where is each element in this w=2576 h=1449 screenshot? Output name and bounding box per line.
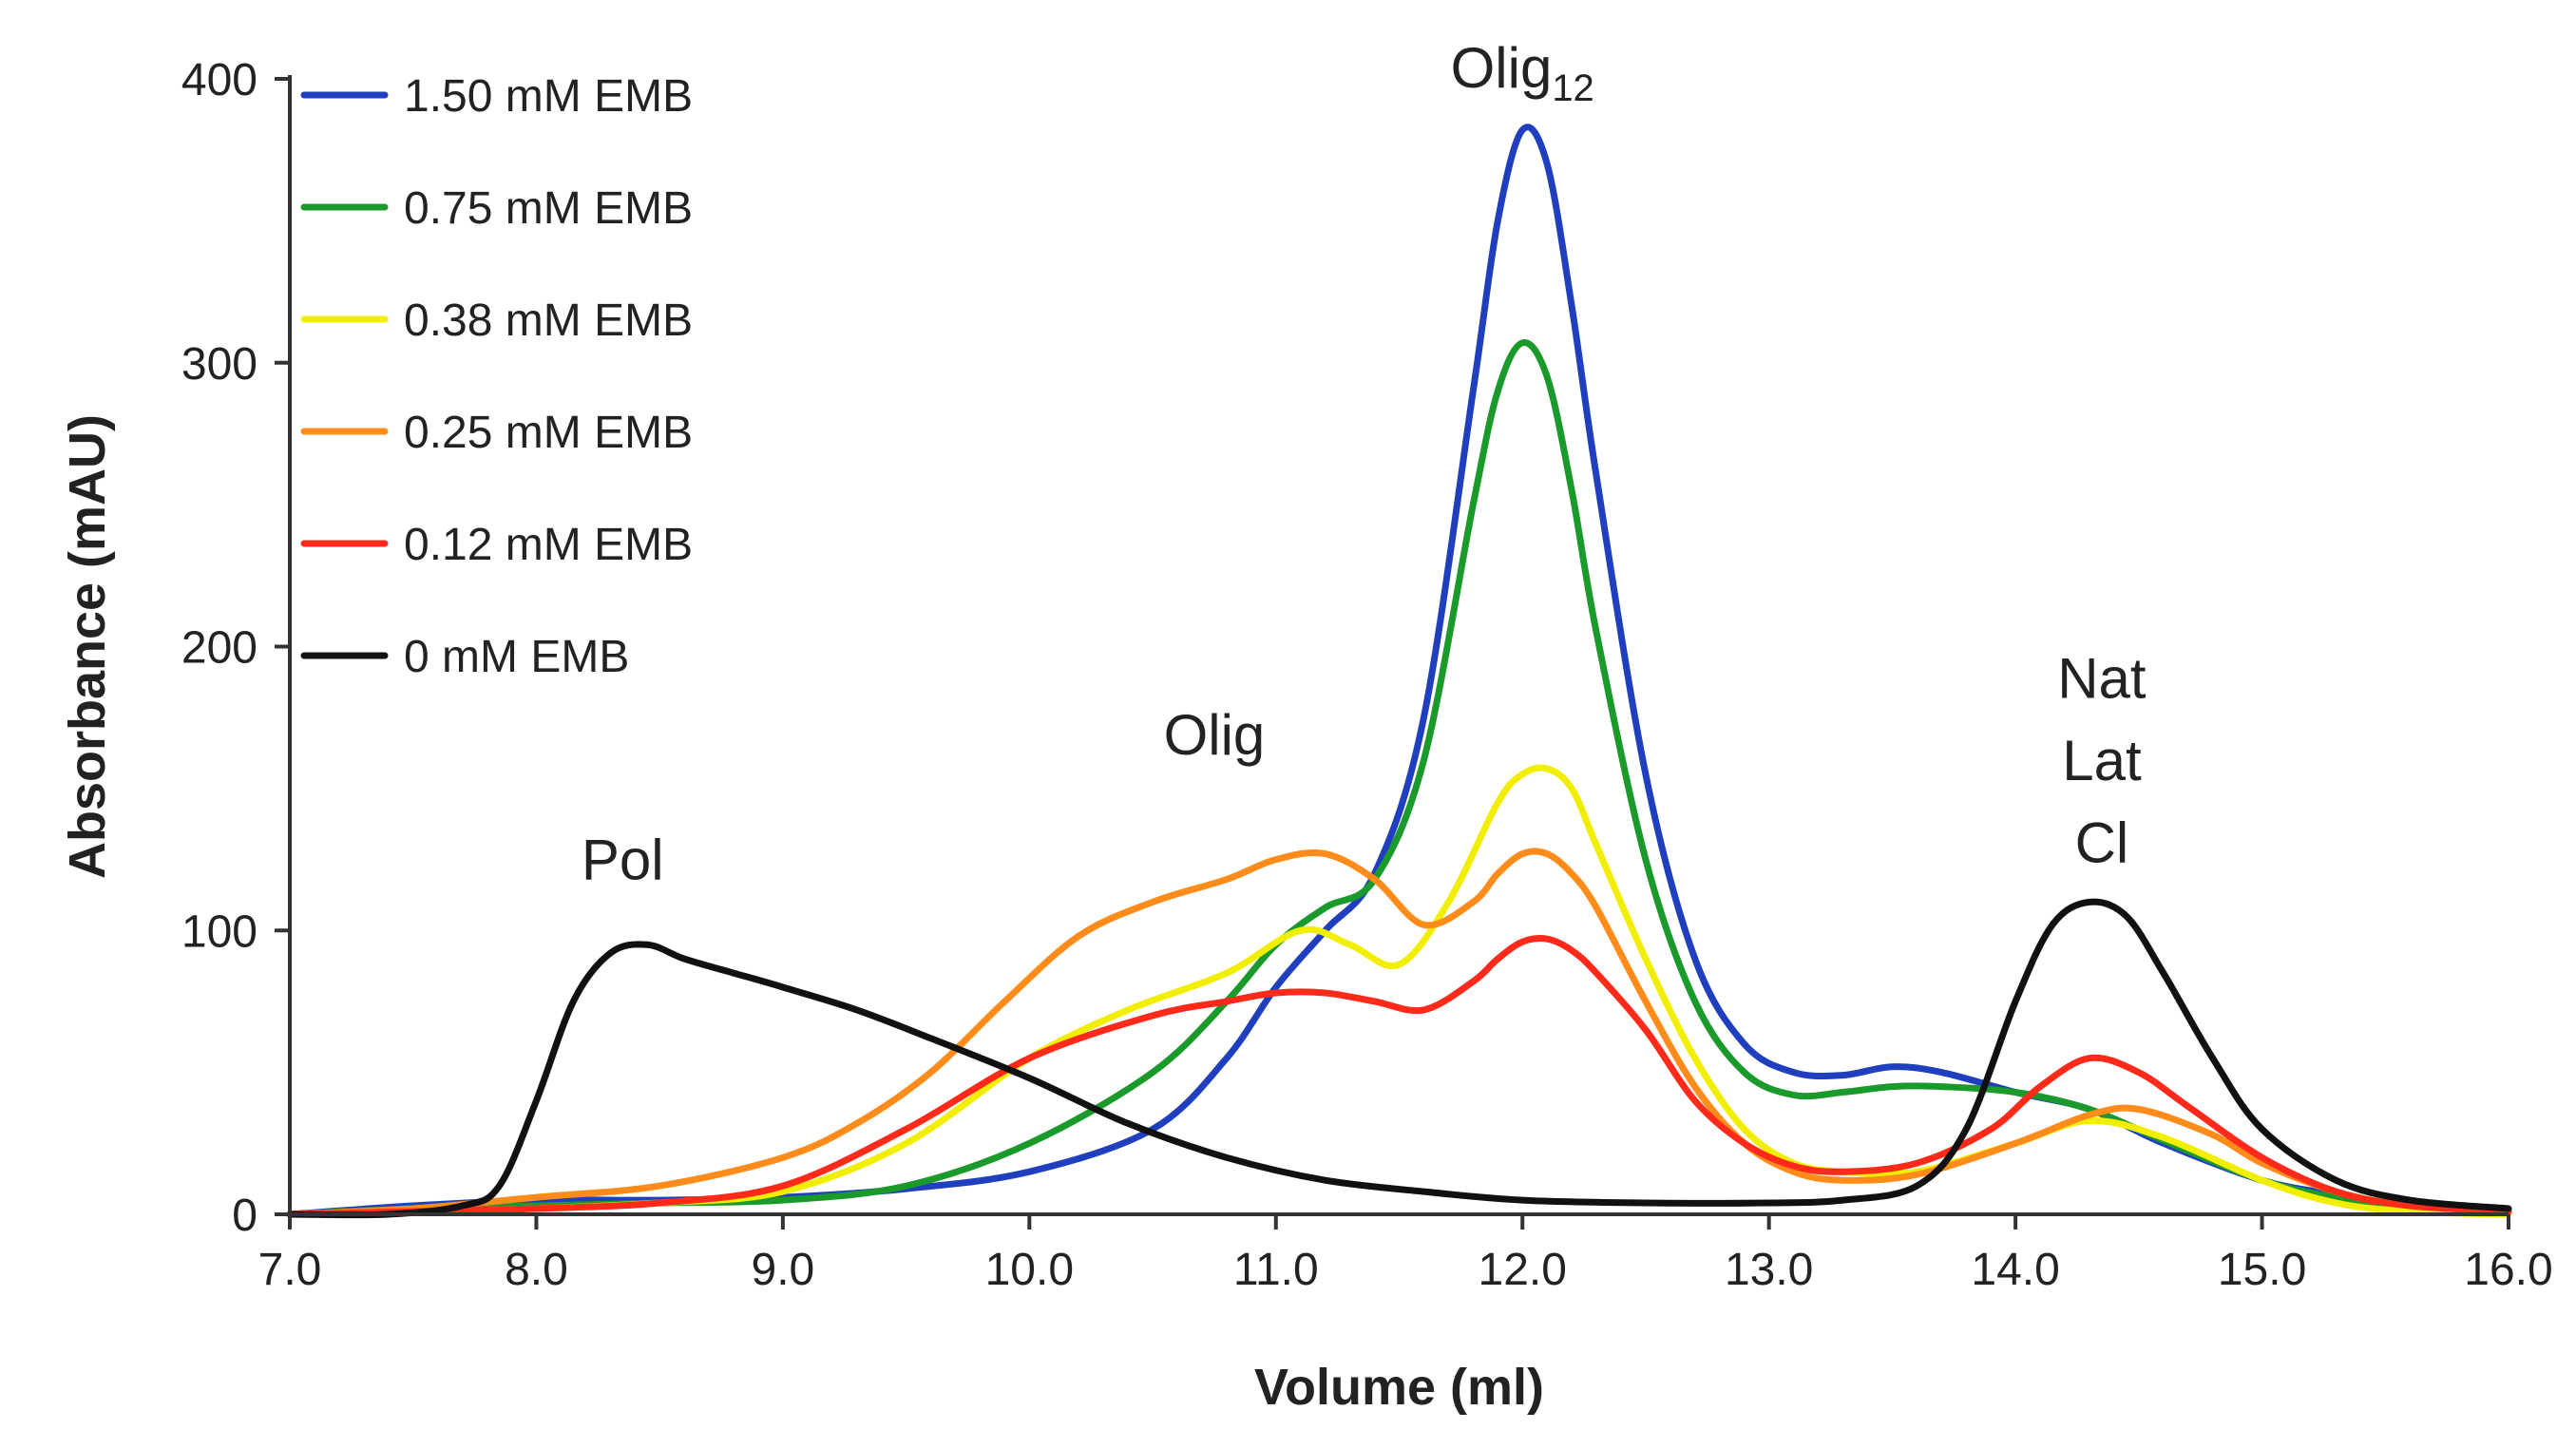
legend: 1.50 mM EMB 0.75 mM EMB 0.38 mM EMB 0.25 mM… — [300, 71, 693, 682]
legend-label: 0.75 mM EMB — [404, 183, 693, 234]
series-line-0-mm-emb — [286, 898, 2512, 1219]
peak-annotation: Olig12 — [1451, 36, 1594, 109]
x-tick-label: 15.0 — [2218, 1245, 2306, 1295]
y-tick-label: 200 — [181, 623, 258, 674]
legend-label: 1.50 mM EMB — [404, 71, 693, 122]
x-axis-title: Volume (ml) — [1254, 1359, 1544, 1416]
x-tick-label: 9.0 — [752, 1245, 815, 1295]
annotations-group: Pol Olig Olig12 Nat Lat Cl — [582, 36, 2147, 892]
legend-label: 0 mM EMB — [404, 632, 629, 682]
x-tick-label: 12.0 — [1479, 1245, 1567, 1295]
x-tick-label: 8.0 — [505, 1245, 568, 1295]
x-tick-label: 10.0 — [985, 1245, 1074, 1295]
peak-annotation: Lat — [2062, 729, 2142, 792]
y-tick-label: 300 — [181, 339, 258, 390]
series-line-0-75-mm-emb — [286, 339, 2512, 1218]
x-tick-label: 16.0 — [2464, 1245, 2552, 1295]
x-tick-label: 13.0 — [1725, 1245, 1813, 1295]
x-tick-label: 14.0 — [1971, 1245, 2059, 1295]
y-tick-label: 100 — [181, 906, 258, 957]
peak-annotation: Cl — [2075, 811, 2129, 875]
legend-label: 0.12 mM EMB — [404, 520, 693, 570]
x-tick-label: 7.0 — [258, 1245, 322, 1295]
legend-label: 0.38 mM EMB — [404, 296, 693, 346]
x-tick-label: 11.0 — [1233, 1245, 1319, 1295]
peak-annotation: Nat — [2057, 646, 2147, 710]
legend-label: 0.25 mM EMB — [404, 408, 693, 458]
series-line-0-25-mm-emb — [286, 848, 2512, 1218]
series-line-0-12-mm-emb — [286, 935, 2512, 1218]
series-line-0-38-mm-emb — [286, 764, 2512, 1218]
peak-annotation: Pol — [582, 828, 664, 891]
peak-annotation: Olig — [1164, 703, 1266, 767]
y-tick-label: 0 — [232, 1191, 258, 1241]
annotation-subscript: 12 — [1552, 67, 1594, 109]
series-group — [286, 124, 2512, 1219]
y-tick-label: 400 — [181, 55, 258, 105]
y-axis-title: Absorbance (mAU) — [59, 414, 116, 879]
axes-group: 7.0 8.0 9.0 10.0 11.0 12.0 13.0 14.0 15.0 16.0 0 10… — [59, 55, 2553, 1416]
